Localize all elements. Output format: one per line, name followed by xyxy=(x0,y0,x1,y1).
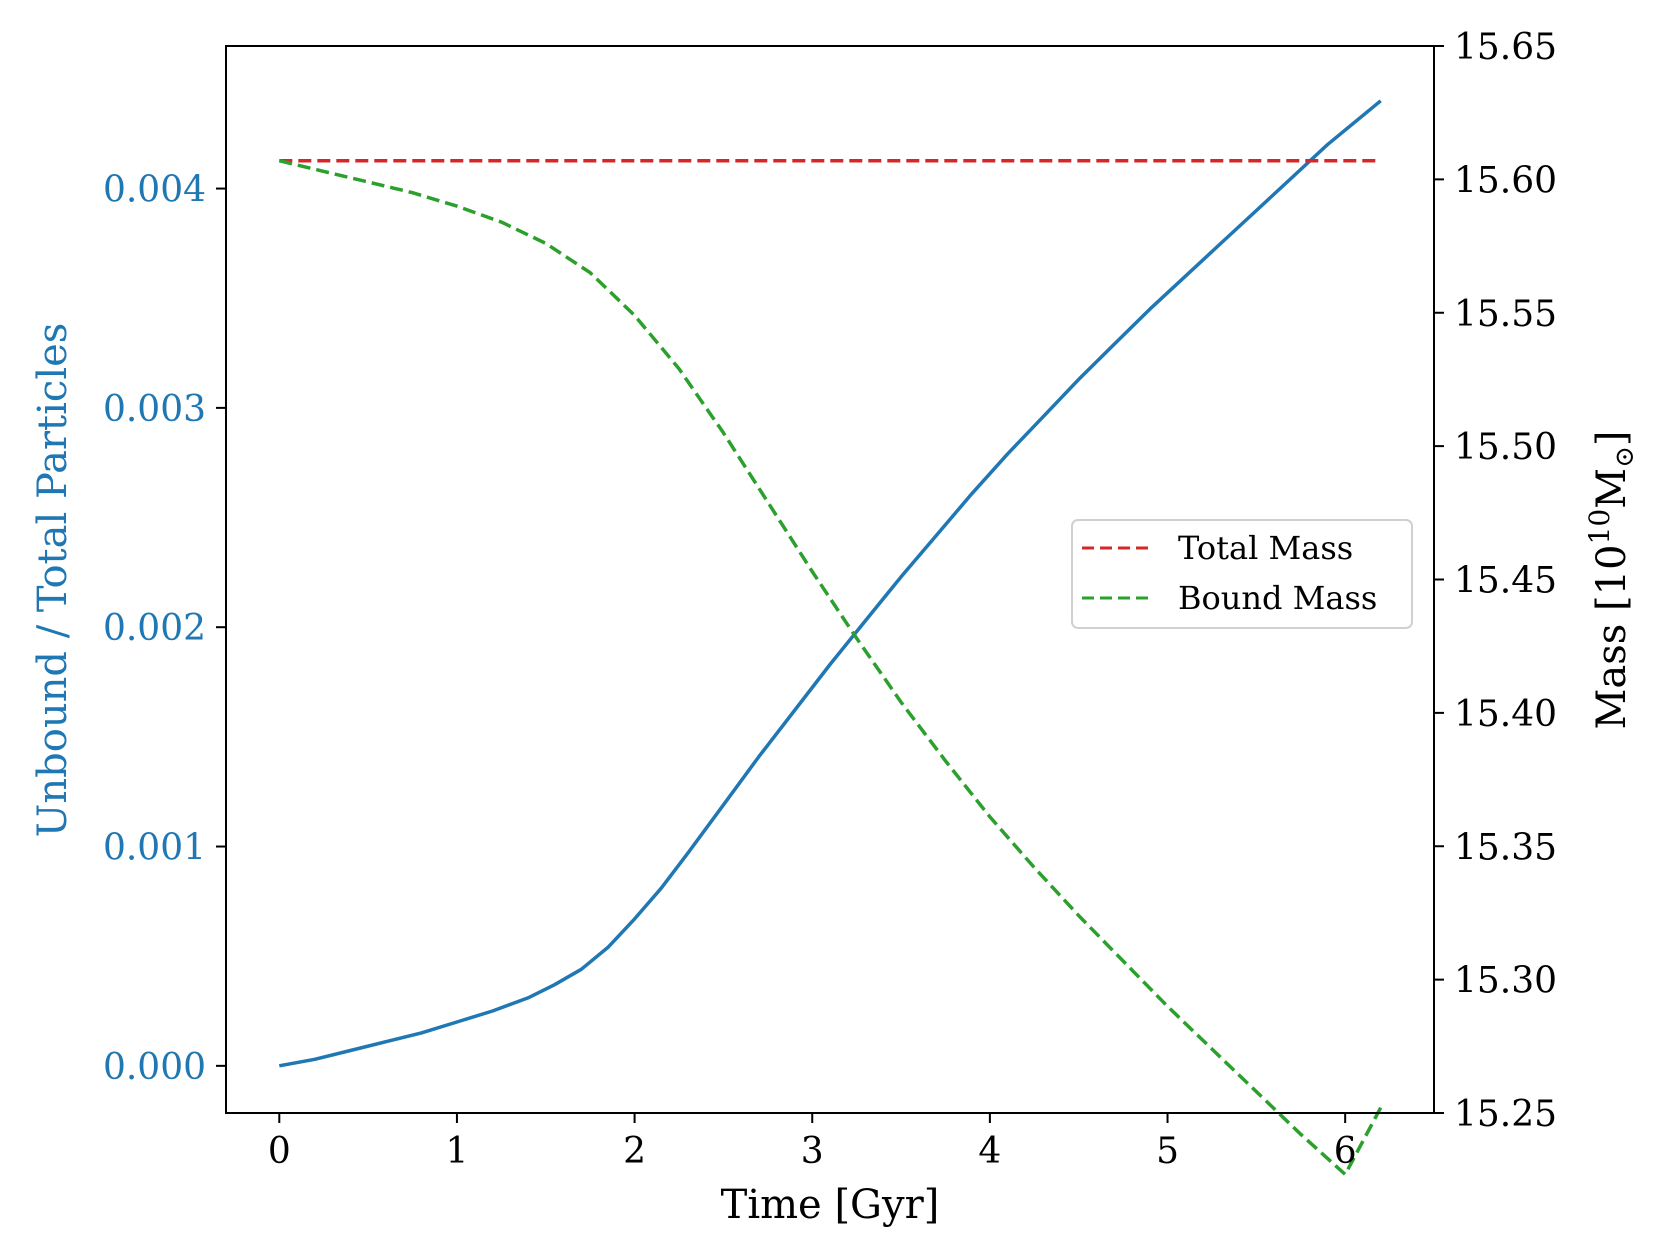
right-y-tick-label: 15.45 xyxy=(1454,561,1557,602)
right-y-tick-label: 15.35 xyxy=(1454,827,1557,868)
x-tick-label: 6 xyxy=(1334,1131,1357,1172)
x-tick-label: 2 xyxy=(623,1131,646,1172)
right-y-tick-label: 15.30 xyxy=(1454,961,1557,1002)
right-y-axis-title-prefix: Mass [10 xyxy=(1589,544,1635,729)
left-y-tick-label: 0.001 xyxy=(103,828,206,869)
left-y-tick-label: 0.004 xyxy=(103,170,206,211)
right-y-axis-title-subscript: ⊙ xyxy=(1610,446,1640,468)
legend-label-total-mass: Total Mass xyxy=(1178,529,1353,567)
x-axis-title: Time [Gyr] xyxy=(721,1182,940,1228)
x-tick-label: 0 xyxy=(268,1131,291,1172)
left-y-tick-label: 0.000 xyxy=(103,1047,206,1088)
left-y-axis-title: Unbound / Total Particles xyxy=(30,323,76,838)
right-y-axis: 15.25 15.30 15.35 15.40 15.45 15.50 15.55 15.60… xyxy=(1434,27,1557,1135)
x-axis: 0 1 2 3 4 5 6 xyxy=(268,1113,1357,1172)
right-y-tick-label: 15.60 xyxy=(1454,160,1557,201)
series-line-bound-mass xyxy=(278,158,1383,1177)
x-tick-label: 4 xyxy=(978,1131,1001,1172)
right-y-tick-label: 15.55 xyxy=(1454,294,1557,335)
right-y-axis-title: Mass [1010M⊙] xyxy=(1583,430,1640,729)
x-tick-label: 1 xyxy=(445,1131,468,1172)
right-y-tick-label: 15.25 xyxy=(1454,1094,1557,1135)
left-y-axis: 0.000 0.001 0.002 0.003 0.004 xyxy=(103,170,226,1088)
series-layer xyxy=(278,99,1383,1177)
right-y-axis-title-suffix: ] xyxy=(1589,430,1635,446)
right-y-axis-title-unit: M xyxy=(1589,468,1635,509)
right-y-axis-title-exponent: 10 xyxy=(1583,509,1616,545)
series-line-unbound-total-particles xyxy=(278,99,1382,1068)
right-y-tick-label: 15.50 xyxy=(1454,427,1557,468)
x-tick-label: 3 xyxy=(801,1131,824,1172)
x-tick-label: 5 xyxy=(1156,1131,1179,1172)
legend-label-bound-mass: Bound Mass xyxy=(1178,579,1377,617)
legend-box xyxy=(1071,519,1413,629)
left-y-tick-label: 0.002 xyxy=(103,608,206,649)
right-y-tick-label: 15.40 xyxy=(1454,694,1557,735)
right-y-tick-label: 15.65 xyxy=(1454,27,1557,68)
left-y-tick-label: 0.003 xyxy=(103,389,206,430)
legend: Total Mass Bound Mass xyxy=(1071,519,1413,629)
